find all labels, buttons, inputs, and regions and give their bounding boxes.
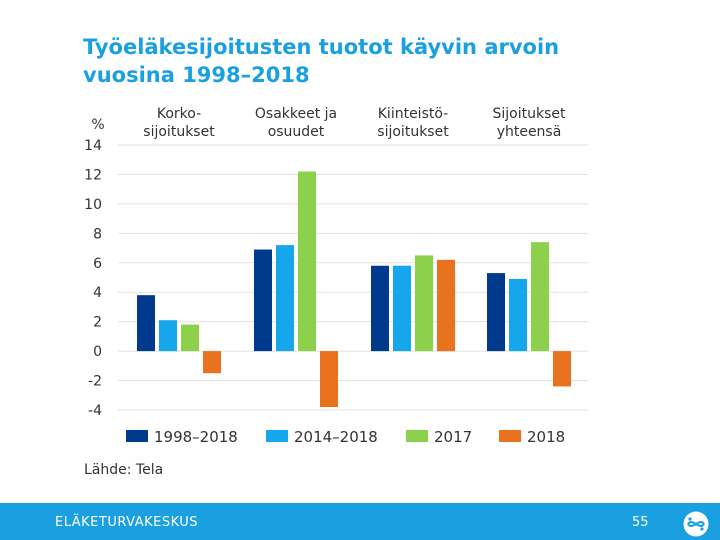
legend-label: 1998–2018 [154,428,238,446]
category-label: sijoitukset [377,124,449,140]
y-tick-label: 12 [84,167,102,183]
category-label: Kiinteistö- [378,106,449,122]
bar-2014–2018-0 [159,320,177,352]
footer-bar: ELÄKETURVAKESKUS 55 [0,503,720,540]
legend-label: 2017 [434,428,472,446]
legend-swatch [266,430,288,442]
org-logo-icon [683,511,709,537]
bar-2014–2018-2 [393,265,411,352]
y-tick-label: 4 [93,285,102,301]
bar-2017-3 [531,242,549,352]
chart-bars [137,171,571,408]
bar-2014–2018-1 [276,245,294,352]
y-tick-label: 6 [93,256,102,272]
legend-swatch [406,430,428,442]
bar-2017-1 [298,171,316,352]
bar-2017-0 [181,324,199,352]
legend-swatch [499,430,521,442]
category-label: Osakkeet ja [255,106,337,122]
category-label: Korko- [157,106,201,122]
category-label: osuudet [268,124,325,140]
category-label: Sijoitukset [493,106,566,122]
footer-organization: ELÄKETURVAKESKUS [55,515,199,530]
slide-title: Työeläkesijoitusten tuotot käyvin arvoin… [83,33,683,89]
bar-2017-2 [415,255,433,352]
y-tick-label: 8 [93,226,102,242]
bar-2018-0 [203,351,221,374]
bar-2014–2018-3 [509,278,527,352]
y-tick-label: -4 [88,403,102,419]
y-tick-label: -2 [88,374,102,390]
bar-2018-1 [320,351,338,408]
bar-1998–2018-1 [254,249,272,352]
chart-source-note: Lähde: Tela [84,462,163,478]
returns-bar-chart: % 14 12 10 8 6 4 2 0 -2 -4 Korko-sijoitukset Osakk… [84,106,588,478]
legend-swatch [126,430,148,442]
bar-2018-3 [553,351,571,387]
legend-label: 2018 [527,428,565,446]
y-tick-label: 10 [84,197,102,213]
category-label: yhteensä [497,124,562,140]
chart-y-axis: % 14 12 10 8 6 4 2 0 -2 -4 [84,117,104,419]
bar-1998–2018-2 [371,265,389,352]
y-tick-label: 0 [93,344,102,360]
page-number: 55 [632,515,649,530]
bar-2018-2 [437,259,455,352]
chart-category-labels: Korko-sijoitukset Osakkeet ja osuudet Kiint… [143,106,566,140]
bar-1998–2018-3 [487,273,505,352]
bar-1998–2018-0 [137,295,155,352]
legend-label: 2014–2018 [294,428,378,446]
category-label: sijoitukset [143,124,215,140]
slide-title-line-1: Työeläkesijoitusten tuotot käyvin arvoin [83,35,560,59]
y-axis-label: % [91,117,104,133]
chart-legend: 1998–2018 2014–2018 2017 2018 [126,428,565,446]
y-tick-label: 2 [93,315,102,331]
chart-gridlines [118,144,588,411]
y-tick-label: 14 [84,138,102,154]
slide-title-line-2: vuosina 1998–2018 [83,63,310,87]
